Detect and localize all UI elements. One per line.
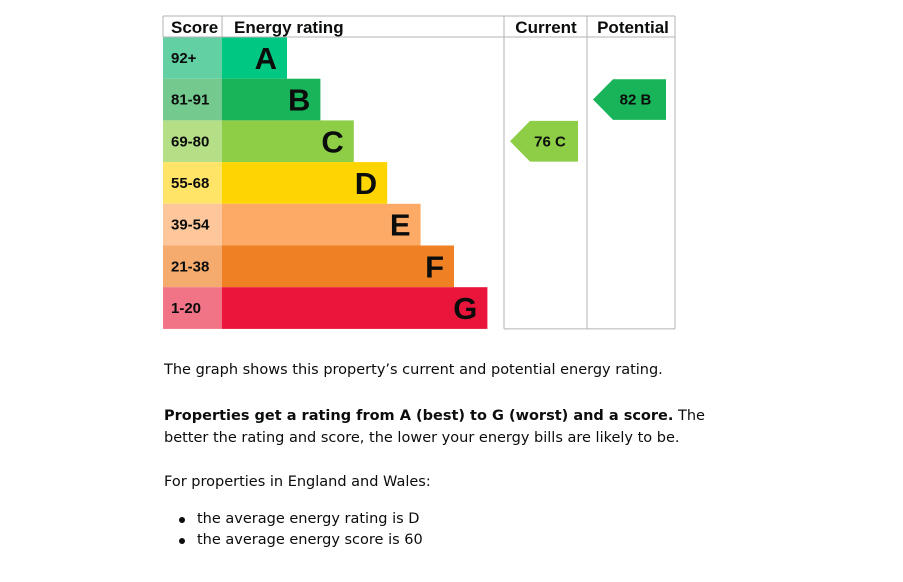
score-cell-a (163, 37, 222, 79)
rating-explanation-rest: The better the rating and score, the low… (164, 408, 705, 446)
bands-layer: 92+ A 81-91 B 69-80 C 55-68 D 39-54 E 21-38 F 1-20 G (163, 37, 488, 329)
score-label-a: 92+ (171, 50, 197, 67)
england-wales-text: For properties in England and Wales: (164, 474, 431, 490)
header-current: Current (515, 18, 577, 37)
current-rating-label: 76 C (534, 133, 566, 150)
score-label-f: 21-38 (171, 258, 209, 275)
grid-layer (162, 15, 676, 330)
band-letter-f: F (425, 249, 444, 284)
average-score-item: the average energy score is 60 (176, 530, 423, 551)
header-potential: Potential (597, 18, 669, 37)
score-cell-c (163, 120, 222, 163)
average-rating-item: the average energy rating is D (176, 509, 423, 530)
rating-explanation: Properties get a rating from A (best) to… (164, 405, 724, 449)
band-bar-a (222, 37, 287, 79)
band-letter-d: D (355, 166, 377, 201)
band-letter-e: E (390, 208, 411, 243)
score-label-c: 69-80 (171, 133, 209, 150)
intro-text: The graph shows this property’s current … (164, 362, 663, 378)
energy-rating-chart: 92+ A81-91 B69-80 C55-68 D39-54 E21-38 F1-20 G … (162, 15, 676, 330)
tags-layer: 76 C 82 B (510, 79, 666, 162)
score-label-d: 55-68 (171, 175, 209, 192)
score-cell-d (163, 162, 222, 204)
current-rating-arrow (510, 120, 578, 162)
band-letter-c: C (321, 124, 343, 159)
average-list: the average energy rating is D the avera… (176, 509, 423, 551)
band-bar-g (222, 287, 488, 329)
band-bar-c (222, 120, 354, 163)
header-score: Score (171, 18, 218, 37)
band-letter-b: B (288, 83, 310, 118)
band-bar-e (222, 203, 421, 246)
potential-rating-label: 82 B (620, 92, 652, 109)
score-cell-b (163, 78, 222, 121)
score-label-b: 81-91 (171, 92, 209, 109)
band-letter-g: G (453, 291, 477, 326)
band-bar-b (222, 78, 321, 121)
band-bar-f (222, 245, 454, 288)
band-bar-d (222, 162, 388, 204)
score-label-e: 39-54 (171, 217, 210, 234)
rating-explanation-bold: Properties get a rating from A (best) to… (164, 408, 674, 424)
score-cell-e (163, 203, 222, 246)
score-label-g: 1-20 (171, 300, 201, 317)
header-energy-rating: Energy rating (234, 18, 344, 37)
potential-rating-arrow (593, 79, 666, 120)
score-cell-f (163, 245, 222, 288)
score-cell-g (163, 287, 222, 329)
band-letter-a: A (255, 41, 277, 76)
